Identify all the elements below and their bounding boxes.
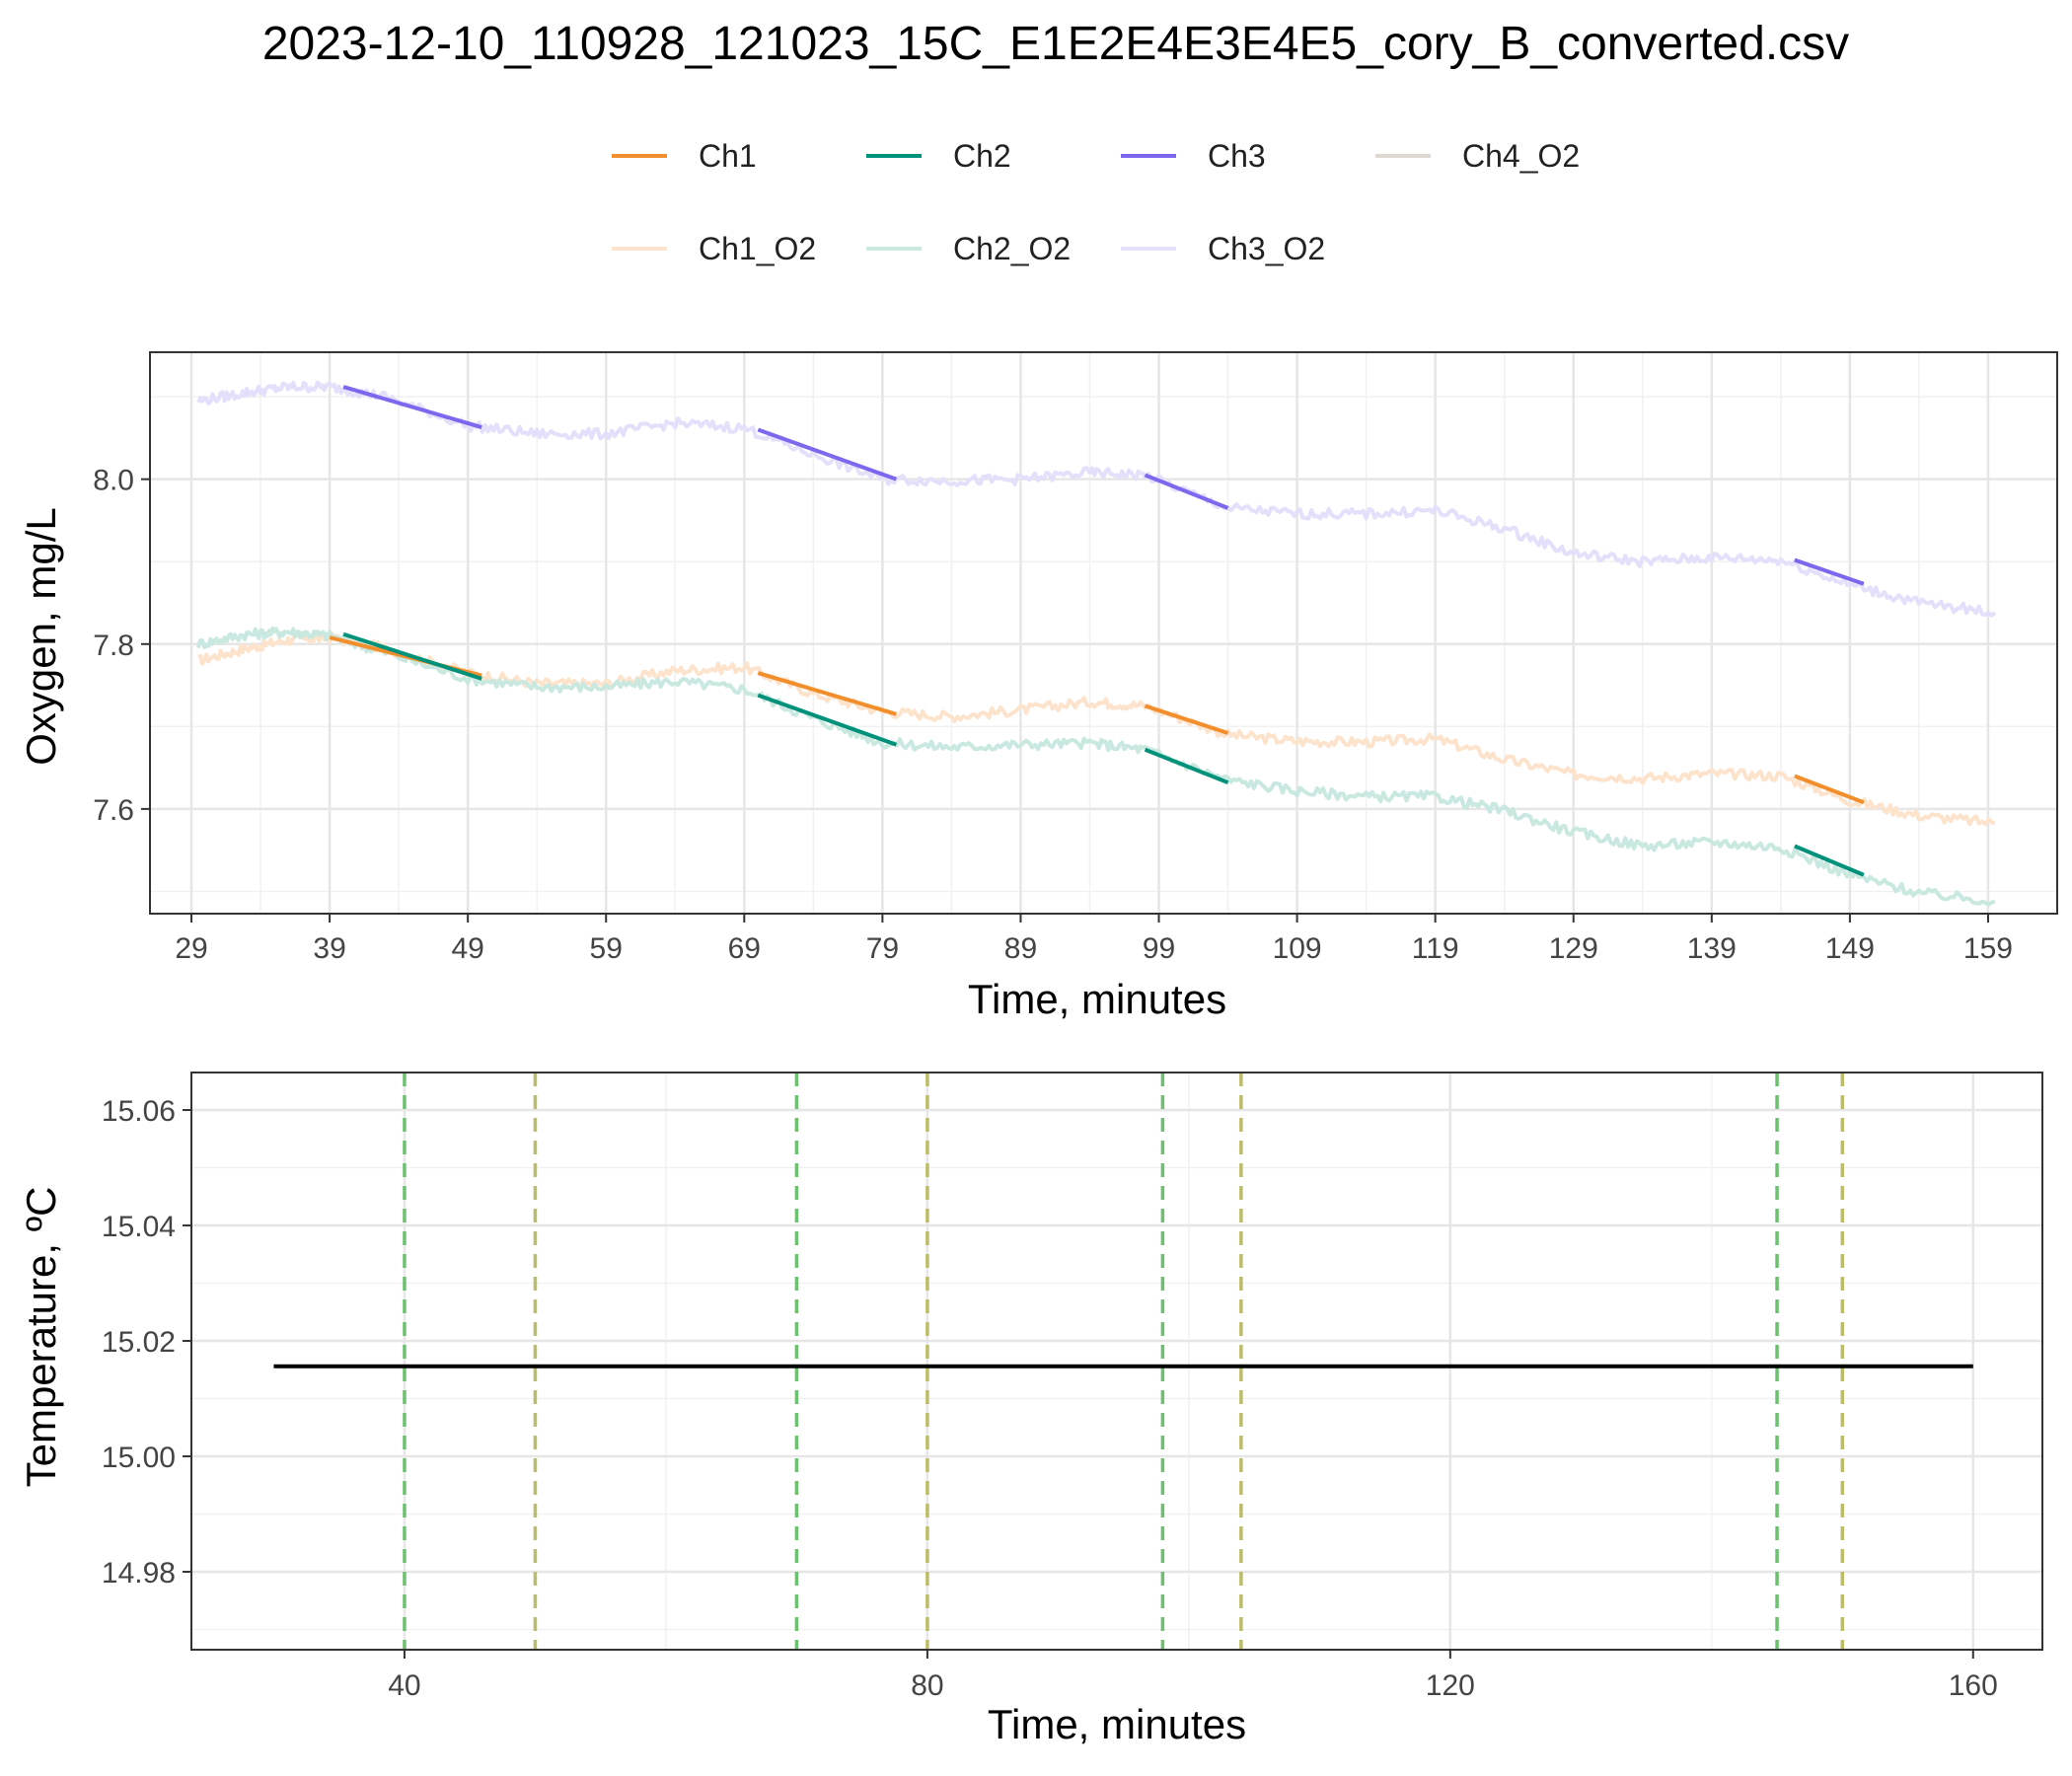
x-tick-label: 59 bbox=[590, 932, 623, 965]
y-tick-label: 15.06 bbox=[102, 1095, 176, 1128]
x-tick-label: 40 bbox=[388, 1669, 420, 1702]
legend-label: Ch2 bbox=[953, 138, 1011, 174]
oxygen-plot-border bbox=[149, 351, 2058, 915]
series-ch2-segment bbox=[1794, 844, 1865, 877]
x-tick-label: 109 bbox=[1273, 932, 1322, 965]
legend-label: Ch1_O2 bbox=[699, 231, 816, 266]
oxygen-y-axis-title: Oxygen, mg/L bbox=[18, 507, 64, 765]
y-tick-label: 15.00 bbox=[102, 1442, 176, 1474]
x-tick-label: 80 bbox=[911, 1669, 943, 1702]
legend: Ch1 Ch2 Ch3 Ch4_O2 Ch1_O2 Ch2_O2 Ch3_O2 bbox=[612, 138, 1580, 266]
y-tick-label: 8.0 bbox=[93, 465, 134, 497]
legend-label: Ch4_O2 bbox=[1462, 138, 1580, 174]
x-tick-label: 49 bbox=[451, 932, 483, 965]
legend-label: Ch1 bbox=[699, 138, 757, 174]
temperature-y-axis-title: Temperature, ºC bbox=[18, 1187, 64, 1488]
x-tick-label: 79 bbox=[866, 932, 899, 965]
series-ch2-o2 bbox=[196, 626, 1996, 907]
series-ch1-segment bbox=[1794, 774, 1865, 805]
legend-label: Ch2_O2 bbox=[953, 231, 1071, 266]
legend-label: Ch3 bbox=[1208, 138, 1266, 174]
legend-label: Ch3_O2 bbox=[1208, 231, 1325, 266]
y-tick-label: 14.98 bbox=[102, 1557, 176, 1590]
x-tick-label: 159 bbox=[1963, 932, 2013, 965]
y-tick-label: 7.6 bbox=[93, 794, 134, 827]
series-ch1-segment bbox=[757, 671, 897, 716]
y-tick-label: 15.04 bbox=[102, 1211, 176, 1243]
x-tick-label: 149 bbox=[1825, 932, 1875, 965]
series-ch3-segment bbox=[1144, 473, 1229, 510]
series-ch3-segment bbox=[757, 427, 898, 481]
x-tick-label: 119 bbox=[1412, 932, 1459, 965]
y-tick-label: 7.8 bbox=[93, 629, 134, 662]
y-tick-label: 15.02 bbox=[102, 1326, 176, 1359]
series-ch2-segment bbox=[757, 693, 898, 747]
x-tick-label: 39 bbox=[313, 932, 345, 965]
temperature-plot-border bbox=[190, 1072, 2043, 1651]
x-tick-label: 129 bbox=[1549, 932, 1598, 965]
series-ch1-segment bbox=[1144, 703, 1229, 735]
x-tick-label: 99 bbox=[1143, 932, 1175, 965]
oxygen-plot-background bbox=[150, 352, 2057, 914]
oxygen-panel: 29 39 49 59 69 79 89 99 109 119 129 139 149 159 7.6 7.8… bbox=[93, 351, 2058, 965]
x-tick-label: 139 bbox=[1687, 932, 1737, 965]
x-tick-label: 89 bbox=[1004, 932, 1037, 965]
chart-title: 2023-12-10_110928_121023_15C_E1E2E4E3E4E… bbox=[262, 18, 1849, 70]
x-tick-label: 69 bbox=[728, 932, 761, 965]
series-ch2-segment bbox=[342, 631, 482, 681]
series-ch3-segment bbox=[1794, 557, 1865, 586]
x-tick-label: 160 bbox=[1949, 1669, 1998, 1702]
series-ch3-segment bbox=[342, 385, 482, 429]
oxygen-x-axis-title: Time, minutes bbox=[968, 976, 1226, 1022]
temperature-panel: 40 80 120 160 14.98 15.00 15.02 15.04 15.06 bbox=[102, 1072, 2043, 1702]
temperature-x-axis-title: Time, minutes bbox=[988, 1701, 1246, 1747]
x-tick-label: 29 bbox=[175, 932, 207, 965]
series-ch1-o2 bbox=[197, 630, 1996, 827]
temperature-plot-background bbox=[191, 1073, 2042, 1650]
series-ch2-segment bbox=[1144, 747, 1229, 785]
x-tick-label: 120 bbox=[1426, 1669, 1475, 1702]
